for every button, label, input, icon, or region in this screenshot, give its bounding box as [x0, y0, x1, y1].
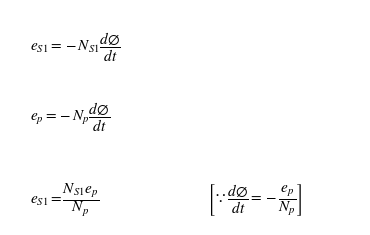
- Text: $e_{S1} = -N_{S1}\dfrac{d\varnothing}{dt}$: $e_{S1} = -N_{S1}\dfrac{d\varnothing}{dt…: [30, 30, 120, 64]
- Text: $e_{p} = -N_{p}\dfrac{d\varnothing}{dt}$: $e_{p} = -N_{p}\dfrac{d\varnothing}{dt}$: [30, 101, 110, 134]
- Text: $e_{S1} = \dfrac{N_{S1}e_{p}}{N_{p}}$: $e_{S1} = \dfrac{N_{S1}e_{p}}{N_{p}}$: [30, 181, 99, 218]
- Text: $\left[\because \dfrac{d\varnothing}{dt} = -\dfrac{e_{p}}{N_{p}}\right]$: $\left[\because \dfrac{d\varnothing}{dt}…: [207, 182, 303, 218]
